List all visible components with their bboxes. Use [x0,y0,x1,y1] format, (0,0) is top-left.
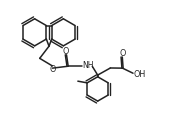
Text: OH: OH [133,70,145,79]
Text: O: O [120,49,126,58]
Text: NH: NH [82,61,93,70]
Text: O: O [49,65,56,74]
Text: O: O [63,47,69,56]
